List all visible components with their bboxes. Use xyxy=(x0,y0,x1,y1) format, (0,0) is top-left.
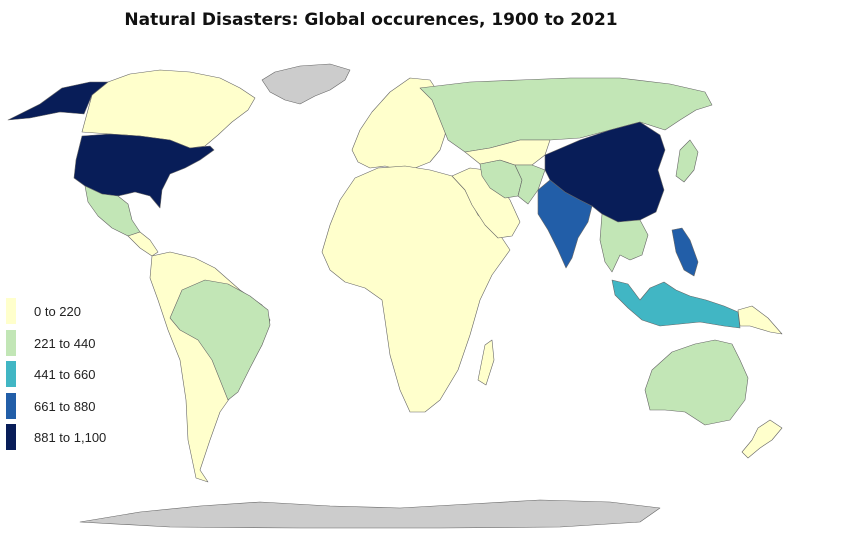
region-central-asia[interactable] xyxy=(464,139,551,166)
region-antarctica[interactable] xyxy=(79,499,661,529)
legend-item: 881 to 1,100 xyxy=(6,424,166,450)
legend-swatch xyxy=(6,330,16,356)
region-afghanistan-pakistan[interactable] xyxy=(514,164,546,205)
region-indonesia[interactable] xyxy=(611,279,741,329)
region-southeast-asia[interactable] xyxy=(599,213,649,273)
legend-item: 0 to 220 xyxy=(6,298,166,324)
legend-swatch xyxy=(6,424,16,450)
region-japan[interactable] xyxy=(675,139,699,183)
region-russia[interactable] xyxy=(419,77,713,153)
region-alaska[interactable] xyxy=(7,81,109,121)
legend-swatch xyxy=(6,361,16,387)
region-central-america[interactable] xyxy=(127,231,159,257)
legend-item: 661 to 880 xyxy=(6,393,166,419)
legend-item: 441 to 660 xyxy=(6,361,166,387)
region-papua-new-guinea[interactable] xyxy=(737,305,783,335)
region-new-zealand[interactable] xyxy=(741,419,783,459)
legend-swatch xyxy=(6,298,16,324)
map-title: Natural Disasters: Global occurences, 19… xyxy=(124,10,618,30)
legend-label: 221 to 440 xyxy=(34,336,96,351)
legend-label: 0 to 220 xyxy=(34,304,81,319)
region-madagascar[interactable] xyxy=(477,339,495,386)
region-philippines[interactable] xyxy=(671,227,699,277)
region-australia[interactable] xyxy=(644,339,749,426)
legend-label: 881 to 1,100 xyxy=(34,430,107,445)
region-brazil[interactable] xyxy=(169,279,271,401)
region-greenland[interactable] xyxy=(261,63,351,105)
legend-label: 441 to 660 xyxy=(34,367,96,382)
legend-swatch xyxy=(6,393,16,419)
legend-label: 661 to 880 xyxy=(34,399,96,414)
region-europe[interactable] xyxy=(351,77,449,171)
legend-item: 221 to 440 xyxy=(6,330,166,356)
region-china[interactable] xyxy=(544,121,666,223)
